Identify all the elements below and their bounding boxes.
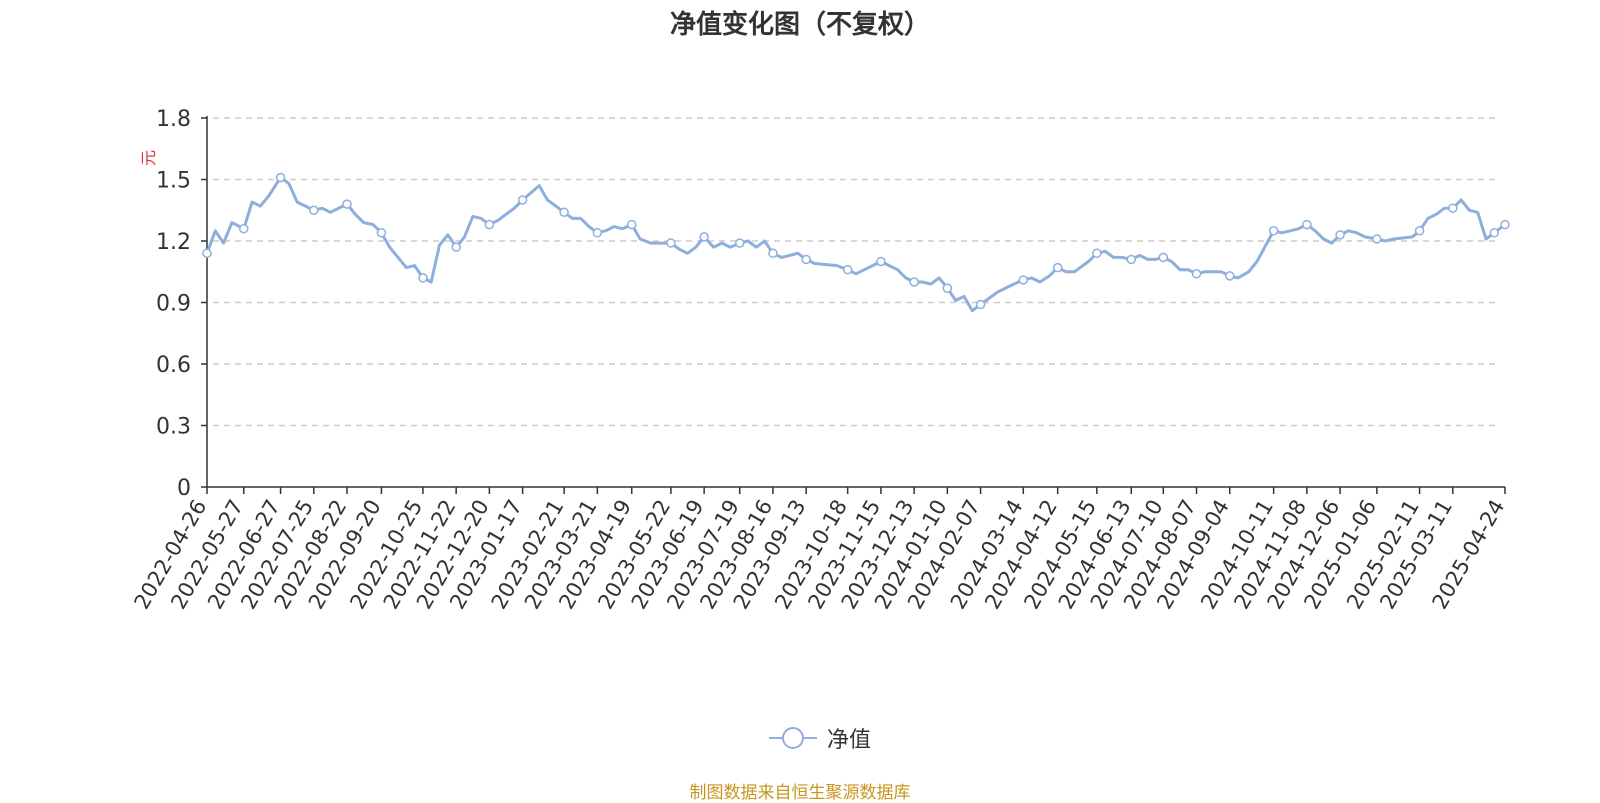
data-point (342, 199, 352, 209)
data-point (418, 273, 428, 283)
data-point (484, 219, 495, 230)
data-point (1126, 254, 1137, 265)
series-line-net-value (205, 175, 1507, 313)
chart-legend[interactable]: 净值 (0, 722, 1600, 755)
data-point (1302, 219, 1312, 230)
data-point (734, 238, 745, 248)
source-note: 制图数据来自恒生聚源数据库 (689, 783, 911, 803)
legend-line-marker-icon (768, 727, 817, 749)
data-point (1268, 226, 1279, 236)
data-point (239, 223, 249, 234)
data-point (1500, 219, 1510, 230)
data-point (876, 256, 886, 267)
data-point (1224, 271, 1235, 281)
data-point (202, 248, 212, 259)
data-point (842, 264, 853, 275)
y-tick-label: 1.5 (156, 169, 191, 194)
data-point (1414, 226, 1425, 236)
data-point (1158, 252, 1169, 263)
data-point (666, 238, 676, 248)
y-tick-label: 0.9 (156, 292, 191, 317)
data-point (1018, 275, 1029, 285)
data-point (1052, 262, 1063, 273)
data-point (376, 228, 387, 238)
data-point (559, 207, 569, 218)
data-point (1335, 230, 1345, 240)
y-axis-label: 元 (139, 150, 158, 166)
data-point (909, 277, 919, 287)
data-point (275, 172, 286, 183)
y-tick-label: 1.2 (156, 230, 191, 255)
data-point (768, 248, 778, 259)
data-point (1372, 234, 1382, 244)
y-tick-label: 0 (177, 476, 191, 501)
data-point (592, 228, 603, 238)
chart-title: 净值变化图（不复权） (669, 10, 930, 40)
data-point (1489, 228, 1500, 238)
data-point (975, 299, 986, 310)
data-point (699, 232, 709, 242)
data-point (942, 283, 953, 293)
data-point (1191, 269, 1202, 279)
data-point (451, 242, 461, 252)
data-point (1448, 203, 1458, 213)
y-tick-label: 1.8 (156, 107, 191, 132)
data-point (627, 219, 637, 230)
y-tick-label: 0.3 (156, 415, 191, 440)
y-tick-label: 0.6 (156, 353, 191, 378)
data-point (309, 205, 319, 215)
data-point (1092, 248, 1102, 259)
legend-label: 净值 (826, 728, 871, 753)
data-point (801, 254, 811, 265)
data-point (517, 195, 528, 205)
